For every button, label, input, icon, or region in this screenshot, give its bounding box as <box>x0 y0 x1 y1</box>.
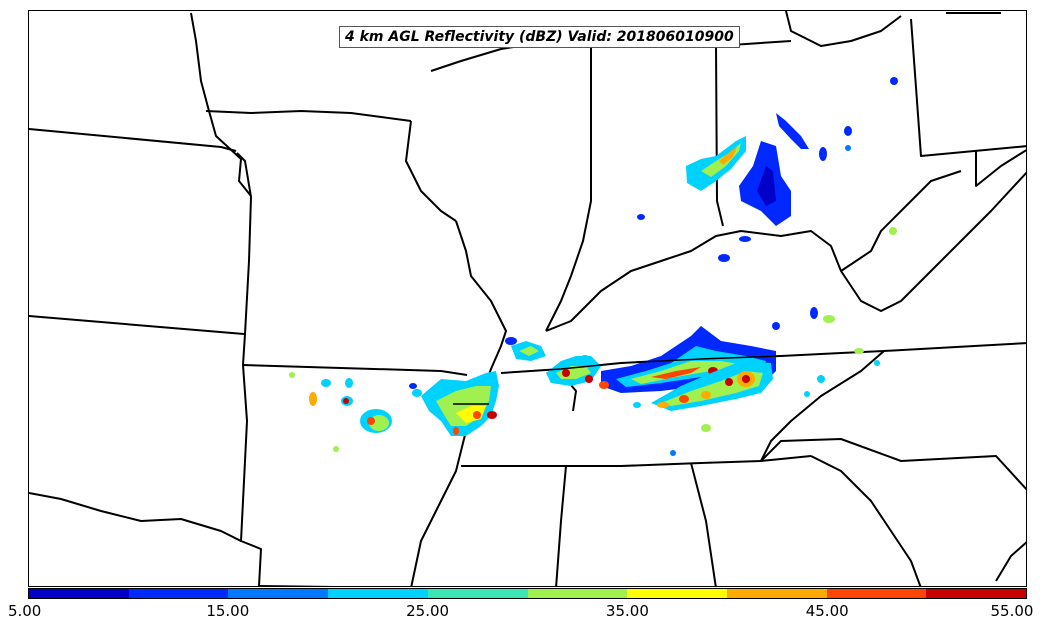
border-alabama-georgia <box>690 462 717 586</box>
colorbar-segment <box>128 589 229 598</box>
border-illinois-indiana <box>545 41 592 332</box>
border-tennessee-north-carolina <box>760 350 885 462</box>
map-title: 4 km AGL Reflectivity (dBZ) Valid: 20180… <box>339 26 740 48</box>
border-kansas-oklahoma <box>29 315 245 335</box>
border-oklahoma-texas <box>29 492 242 542</box>
border-iowa-missouri <box>29 128 237 152</box>
border-west-virginia <box>975 149 1026 187</box>
ohio-river <box>545 171 1026 332</box>
reflectivity-echoes <box>289 77 898 456</box>
atlantic-coast <box>995 541 1026 582</box>
colorbar-segment <box>527 589 628 598</box>
border-missouri-arkansas <box>242 364 468 376</box>
colorbar <box>28 588 1027 599</box>
border-virginia-kentucky <box>883 342 1026 352</box>
colorbar-segment <box>328 589 428 598</box>
map-panel: 4 km AGL Reflectivity (dBZ) Valid: 20180… <box>28 10 1027 587</box>
illinois-west <box>405 120 457 222</box>
colorbar-segment <box>826 589 927 598</box>
border-iowa-illinois <box>205 110 412 122</box>
colorbar-tick-label: 25.00 <box>406 602 450 620</box>
border-arkansas-oklahoma <box>240 364 262 586</box>
colorbar-tick-label: 15.00 <box>206 602 250 620</box>
border-arkansas-louisiana <box>259 585 336 586</box>
colorbar-segment <box>29 589 129 598</box>
overlay-boundaries <box>453 355 782 405</box>
colorbar-segment <box>726 589 827 598</box>
border-tennessee-southern <box>461 455 812 467</box>
colorbar-tick-label: 55.00 <box>990 602 1034 620</box>
border-ohio-pennsylvania <box>910 18 1026 157</box>
mississippi-river <box>190 12 507 586</box>
colorbar-segment <box>228 589 329 598</box>
state-boundaries <box>29 11 1026 586</box>
border-missouri-kansas <box>236 152 252 366</box>
border-mississippi-alabama <box>555 465 567 586</box>
colorbar-tick-label: 5.00 <box>7 602 42 620</box>
colorbar-segment <box>926 589 1027 598</box>
colorbar-segment <box>427 589 528 598</box>
border-north-carolina-south <box>760 438 1026 491</box>
border-indiana-ohio <box>715 45 724 227</box>
reflectivity-map <box>29 11 1026 586</box>
colorbar-segment <box>627 589 727 598</box>
border-kentucky-virginia <box>840 170 962 272</box>
colorbar-tick-label: 35.00 <box>605 602 649 620</box>
colorbar-tick-label: 45.00 <box>805 602 849 620</box>
border-georgia-south-carolina <box>810 455 922 586</box>
lake-michigan-shore <box>785 11 902 47</box>
